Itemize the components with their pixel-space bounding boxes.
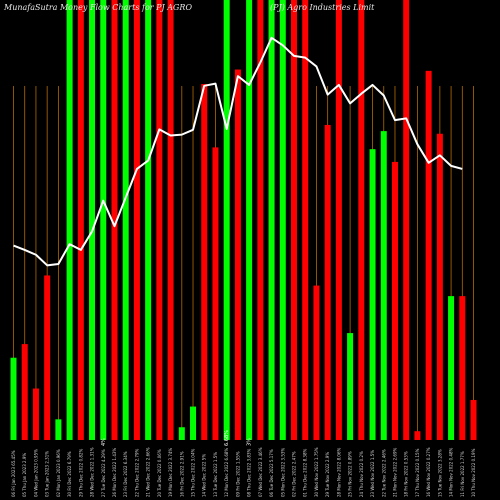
x-tick-label: 04 Wed Jan 2023 0.95% <box>33 449 38 497</box>
x-tick-label: 07 Wed Dec 2022 3.46% <box>258 447 263 497</box>
label-layer: 4% 6.68% 3% <box>101 430 253 446</box>
x-tick-label: 16 Wed Nov 2022 0.27% <box>426 447 431 497</box>
x-tick-label: 21 Mon Nov 2022 2.69% <box>392 447 397 497</box>
bar-layer <box>10 0 477 441</box>
x-tick-label: 06 Tue Dec 2022 5.17% <box>269 449 274 497</box>
x-tick-label: 10 Thu Nov 2022 0.19% <box>471 448 476 497</box>
money-flow-bar <box>66 0 73 440</box>
money-flow-bar <box>55 419 62 440</box>
line-layer <box>13 36 463 267</box>
x-tick-label: 28 Wed Dec 2022 1.31% <box>90 447 95 497</box>
x-tick-label: 13 Tue Dec 2022 1.5% <box>213 452 218 497</box>
money-flow-bar <box>10 357 17 440</box>
x-tick-label: 05 Mon Dec 2022 3.53% <box>280 448 285 497</box>
x-tick-label: 29 Thu Dec 2022 0.82% <box>78 448 83 497</box>
money-flow-bar <box>111 0 118 440</box>
money-flow-bar <box>145 0 152 440</box>
x-tick-label: 01 Thu Dec 2022 8.38% <box>303 448 308 497</box>
x-tick-label: 23 Wed Nov 2022 1.5% <box>370 450 375 497</box>
money-flow-bar <box>358 0 365 440</box>
money-flow-line <box>13 36 463 267</box>
money-flow-bar <box>167 0 174 440</box>
x-tick-label: 15 Thu Dec 2022 3.04% <box>191 448 196 497</box>
x-tick-label: 30 Fri Dec 2022 6.79% <box>67 451 72 497</box>
money-flow-bar <box>369 149 376 440</box>
x-tick-label: 25 Fri Nov 2022 0.89% <box>348 451 353 497</box>
chart-title-right: (PJ) Agro Industries Limit <box>270 3 375 12</box>
money-flow-bar <box>178 427 185 440</box>
money-flow-bar <box>89 0 96 440</box>
x-tick-label: 05 Thu Jan 2023 2.9% <box>22 453 27 497</box>
bar-value-label: 4% <box>101 438 107 446</box>
money-flow-bar <box>44 275 51 440</box>
x-tick-label: 14 Mon Nov 2022 0.48% <box>449 447 454 497</box>
money-flow-bar <box>246 0 253 440</box>
chart-title-left: MunafaSutra Money Flow Charts for PJ AGR… <box>3 3 192 12</box>
tick-layer: 06 Fri Jan 2023 65.45% 05 Thu Jan 2023 2.… <box>11 447 476 497</box>
x-tick-label: 08 Thu Dec 2022 3.83% <box>247 448 252 497</box>
bar-value-label: 6.68% <box>224 430 230 446</box>
money-flow-bar <box>324 124 331 441</box>
money-flow-bar <box>212 147 219 440</box>
x-tick-label: 23 Fri Dec 2022 6.34% <box>123 451 128 497</box>
money-flow-bar <box>391 161 398 441</box>
money-flow-bar <box>190 406 197 440</box>
x-tick-label: 24 Thu Nov 2022 0.2% <box>359 451 364 497</box>
money-flow-bar <box>448 296 455 440</box>
x-tick-label: 14 Wed Dec 2022 5% <box>202 454 207 497</box>
money-flow-bar <box>268 0 275 440</box>
money-flow-bar <box>313 285 320 440</box>
money-flow-bar <box>414 431 421 440</box>
x-tick-label: 20 Tue Dec 2022 0.06% <box>157 449 162 497</box>
money-flow-bar <box>234 69 241 441</box>
money-flow-bar <box>335 0 342 440</box>
x-tick-label: 12 Mon Dec 2022 6.68% <box>224 448 229 497</box>
money-flow-bar <box>122 0 129 440</box>
money-flow-bar <box>100 0 107 440</box>
x-tick-label: 06 Fri Jan 2023 65.45% <box>11 450 16 497</box>
x-tick-label: 21 Wed Dec 2022 2.66% <box>146 447 151 497</box>
money-flow-bar <box>21 344 28 440</box>
money-flow-bar <box>347 333 354 440</box>
bar-value-label: 3% <box>247 438 253 446</box>
money-flow-bar <box>470 399 477 440</box>
money-flow-bar <box>223 0 230 440</box>
x-tick-label: 30 Wed Nov 2022 1.75% <box>314 447 319 497</box>
money-flow-bar <box>436 133 443 440</box>
x-tick-label: 28 Mon Nov 2022 8.06% <box>336 447 341 497</box>
money-flow-bar <box>77 0 84 440</box>
x-tick-label: 22 Thu Dec 2022 2.79% <box>134 448 139 497</box>
x-tick-label: 02 Fri Dec 2022 2.47% <box>292 451 297 497</box>
money-flow-bar <box>133 0 140 440</box>
x-tick-label: 18 Fri Nov 2022 0.53% <box>404 451 409 497</box>
x-tick-label: 19 Mon Dec 2022 3.74% <box>168 448 173 497</box>
money-flow-bar <box>32 388 39 440</box>
money-flow-bar <box>257 0 264 440</box>
money-flow-bar <box>380 131 387 440</box>
money-flow-bar <box>291 0 297 440</box>
x-tick-label: 15 Tue Nov 2022 3.28% <box>437 449 442 497</box>
x-tick-label: 17 Thu Nov 2022 0.15% <box>415 448 420 497</box>
money-flow-bar <box>201 84 208 440</box>
x-tick-label: 11 Fri Nov 2022 1.77% <box>460 451 465 497</box>
money-flow-bar <box>156 0 163 440</box>
x-tick-label: 27 Tue Dec 2022 4.29% <box>101 449 106 497</box>
x-tick-label: 02 Mon Jan 2023 0.96% <box>56 449 61 497</box>
x-tick-label: 03 Tue Jan 2023 2.31% <box>45 451 50 497</box>
money-flow-bar <box>459 296 466 440</box>
money-flow-bar <box>403 0 410 440</box>
money-flow-bar <box>279 0 286 440</box>
money-flow-bar <box>302 0 309 440</box>
x-tick-label: 22 Tue Nov 2022 2.46% <box>381 449 386 497</box>
x-tick-label: 09 Fri Dec 2022 1.55% <box>235 451 240 497</box>
money-flow-bar <box>425 70 432 440</box>
x-tick-label: 26 Mon Dec 2022 1.43% <box>112 448 117 497</box>
x-tick-label: 29 Tue Nov 2022 2.9% <box>325 452 330 497</box>
x-tick-label: 16 Fri Dec 2022 2.91% <box>179 451 184 497</box>
